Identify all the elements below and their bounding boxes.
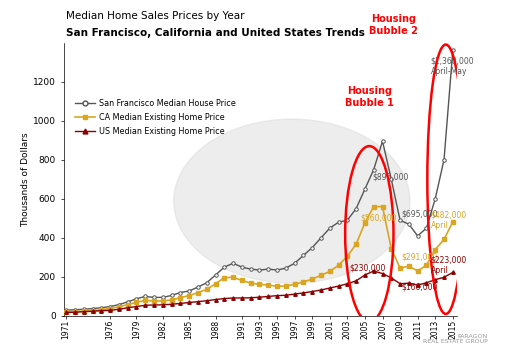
- Text: $166,000: $166,000: [402, 283, 438, 291]
- Text: $560,000: $560,000: [361, 214, 397, 223]
- Circle shape: [174, 119, 410, 283]
- Text: $223,000
April: $223,000 April: [431, 256, 467, 275]
- Y-axis label: Thousands of Dollars: Thousands of Dollars: [21, 132, 30, 226]
- Text: $482,000
April: $482,000 April: [431, 211, 467, 230]
- Text: $230,000: $230,000: [349, 263, 386, 272]
- Text: $291,000: $291,000: [402, 253, 438, 262]
- Text: San Francisco, California and United States Trends: San Francisco, California and United Sta…: [66, 28, 365, 38]
- Text: Housing
Bubble 2: Housing Bubble 2: [369, 14, 418, 36]
- Text: $695,000: $695,000: [402, 210, 438, 219]
- Text: $895,000: $895,000: [372, 173, 408, 182]
- Text: Median Home Sales Prices by Year: Median Home Sales Prices by Year: [66, 11, 244, 21]
- Text: Housing
Bubble 1: Housing Bubble 1: [345, 87, 394, 108]
- Text: $1,360,000
April-May: $1,360,000 April-May: [431, 56, 474, 76]
- Text: PARAGON
REAL ESTATE GROUP: PARAGON REAL ESTATE GROUP: [423, 334, 488, 344]
- Legend: San Francisco Median House Price, CA Median Existing Home Price, US Median Exist: San Francisco Median House Price, CA Med…: [72, 96, 239, 139]
